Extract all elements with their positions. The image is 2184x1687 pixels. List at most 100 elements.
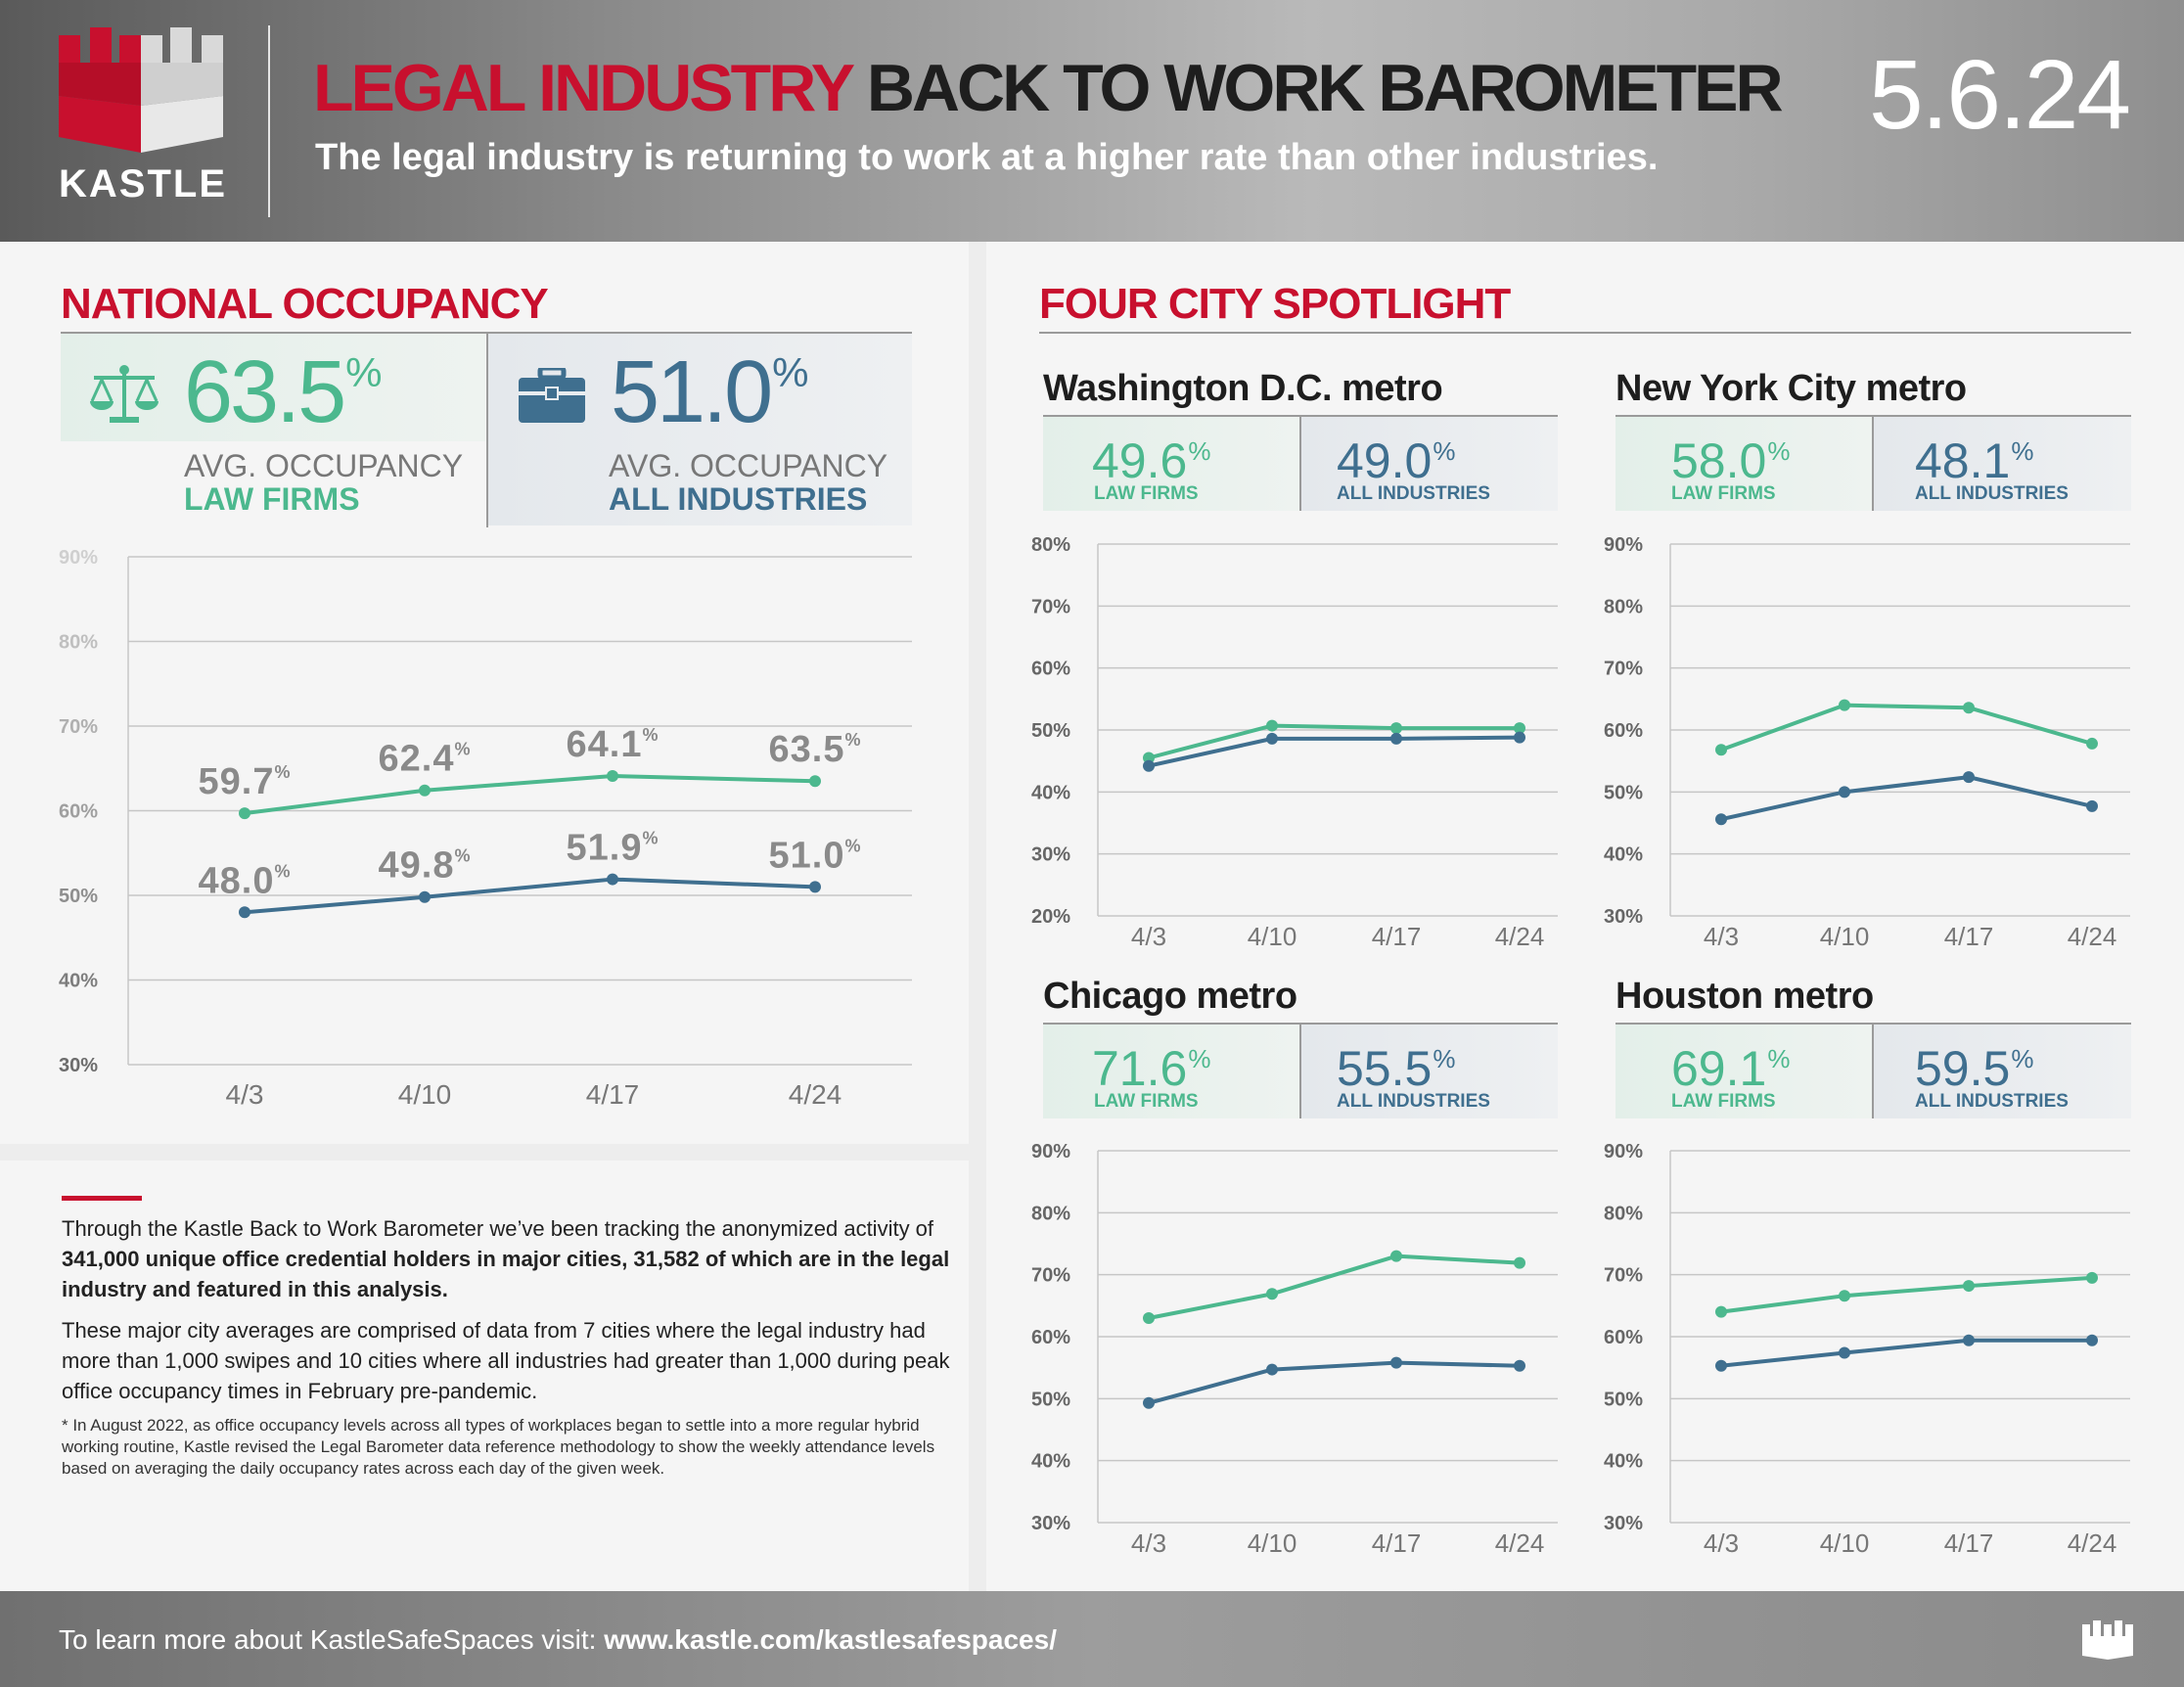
national-title-rule [61,332,912,334]
y-tick-label: 70% [1604,659,1643,680]
all-data-label: 51.0% [769,835,862,876]
x-tick-label: 4/24 [789,1079,842,1110]
cities-section-title: FOUR CITY SPOTLIGHT [1039,280,1511,328]
x-tick-label: 4/17 [1944,1528,1994,1558]
all-data-point [1715,813,1727,826]
all-data-label: 51.9% [567,828,660,869]
national-law-label: AVG. OCCUPANCY [184,448,464,483]
law-data-point [419,784,431,797]
x-tick-label: 4/10 [1248,922,1297,951]
x-tick-label: 4/24 [2068,1528,2117,1558]
y-tick-label: 90% [1604,1141,1643,1163]
notes-paragraph-2: These major city averages are comprised … [62,1318,950,1403]
castle-icon [2082,1620,2133,1660]
all-data-point [1514,731,1525,744]
national-all-value: 51.0% [611,343,809,441]
all-data-point [1963,1334,1975,1346]
law-data-point [1514,722,1525,735]
law-series-line [1148,723,1520,760]
law-data-point [1715,1305,1727,1318]
notes-accent-rule [62,1196,142,1201]
national-all-sublabel: ALL INDUSTRIES [609,481,868,517]
all-series-line [244,877,816,915]
notes-panel [0,1161,969,1591]
y-tick-label: 50% [59,886,98,907]
all-series-line [1148,1360,1521,1405]
law-data-label: 63.5% [769,729,862,770]
header-banner: KASTLE LEGAL INDUSTRY BACK TO WORK BAROM… [0,0,2184,242]
nyc-all-value: 48.1% [1915,433,2034,488]
national-all-label: AVG. OCCUPANCY [609,448,888,483]
y-tick-label: 50% [1031,1389,1070,1410]
x-tick-label: 4/24 [1495,1528,1545,1558]
page-subtitle: The legal industry is returning to work … [315,137,1659,178]
y-tick-label: 60% [1031,1327,1070,1348]
chicago-law-kpi-bg [1043,1025,1299,1118]
national-law-sublabel: LAW FIRMS [184,481,360,517]
header-divider [268,25,270,217]
chicago-occupancy-chart: 90% 80% 70% 60% 50% 40% 30% 4/3 4/10 4/17 4/24 [1031,1141,1558,1558]
law-data-point [239,807,250,820]
x-tick-label: 4/24 [1495,922,1545,951]
law-data-point [607,770,618,783]
y-tick-label: 40% [1604,1451,1643,1473]
all-data-point [1390,1356,1402,1369]
national-law-value: 63.5% [184,343,383,441]
y-tick-label: 60% [1604,1327,1643,1348]
law-series-line [244,774,816,816]
footer-bar: To learn more about KastleSafeSpaces vis… [0,1591,2184,1687]
y-tick-label: 70% [1604,1265,1643,1287]
y-tick-label: 90% [1031,1141,1070,1163]
law-data-point [1390,1250,1402,1262]
law-data-label: 62.4% [379,739,472,780]
city-rule-dc [1043,415,1558,417]
y-tick-label: 80% [59,632,98,654]
law-data-point [2086,737,2098,750]
city-rule-nyc [1615,415,2131,417]
footer-link[interactable]: www.kastle.com/kastlesafespaces/ [604,1624,1057,1655]
dc-all-kpi-bg [1301,417,1558,511]
footer-text: To learn more about KastleSafeSpaces vis… [59,1624,1057,1655]
x-tick-label: 4/3 [226,1079,264,1110]
dc-law-label: LAW FIRMS [1094,483,1199,504]
title-rest: BACK TO WORK BAROMETER [866,51,1784,125]
all-series-line [1148,735,1521,768]
nyc-kpi-separator [1872,417,1874,511]
all-data-point [1266,732,1278,745]
law-data-point [1839,699,1850,711]
all-data-point [1143,1396,1155,1409]
chicago-kpi-separator [1299,1025,1301,1118]
law-data-point [1266,1288,1278,1300]
y-tick-label: 50% [1604,782,1643,803]
x-tick-label: 4/17 [1944,922,1994,951]
houston-kpi-separator [1872,1025,1874,1118]
city-title-nyc: New York City metro [1615,368,1967,409]
all-series-line [1720,1338,2092,1368]
cities-title-rule [1039,332,2131,334]
law-data-point [1266,719,1278,732]
page-title: LEGAL INDUSTRY BACK TO WORK BAROMETER [313,55,1784,121]
nyc-law-kpi-bg [1615,417,1872,511]
law-data-label: 64.1% [567,724,660,765]
houston-all-label: ALL INDUSTRIES [1915,1091,2069,1112]
nyc-occupancy-chart: 90% 80% 70% 60% 50% 40% 30% 4/3 4/10 4/17 4/24 [1604,534,2130,951]
all-data-point [1390,732,1402,745]
nyc-all-kpi-bg [1874,417,2131,511]
y-tick-label: 40% [1031,782,1070,803]
x-tick-label: 4/3 [1704,1528,1739,1558]
x-tick-label: 4/10 [1820,922,1870,951]
national-law-kpi-bg [61,334,485,441]
x-tick-label: 4/10 [1820,1528,1870,1558]
nyc-law-value: 58.0% [1671,433,1791,488]
methodology-footnote: * In August 2022, as office occupancy le… [62,1416,935,1478]
y-tick-label: 30% [1031,1513,1070,1534]
dc-kpi-separator [1299,417,1301,511]
all-data-label: 48.0% [199,860,292,901]
city-title-houston: Houston metro [1615,976,1874,1017]
dc-law-kpi-bg [1043,417,1299,511]
all-data-point [1514,1359,1525,1372]
law-data-point [1963,1280,1975,1293]
national-kpi-separator [486,334,488,527]
law-data-point [1839,1290,1850,1302]
nyc-law-label: LAW FIRMS [1671,483,1776,504]
